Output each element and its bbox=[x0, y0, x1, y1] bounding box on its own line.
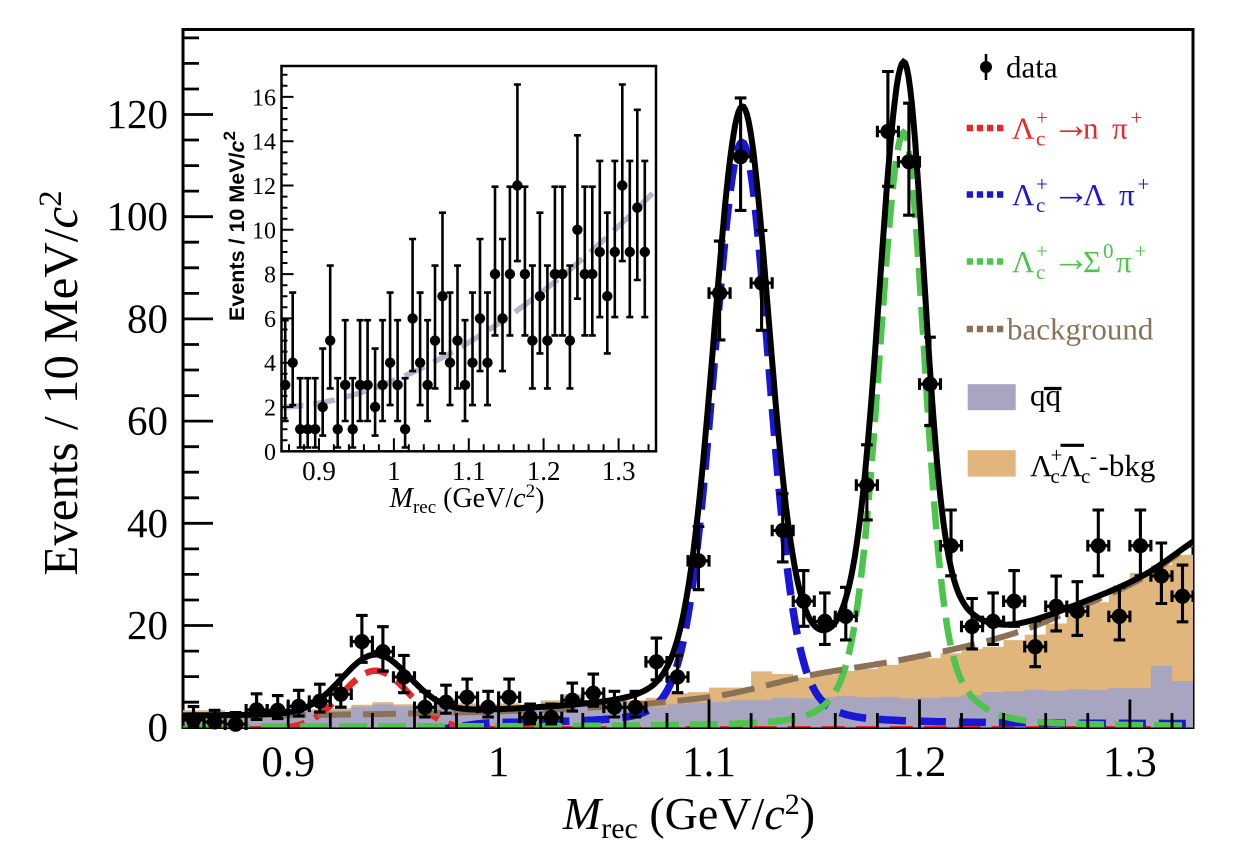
svg-text:0: 0 bbox=[264, 440, 276, 466]
svg-text:16: 16 bbox=[252, 85, 276, 111]
svg-text:Σ: Σ bbox=[1083, 244, 1101, 279]
svg-text:0.9: 0.9 bbox=[261, 739, 315, 786]
svg-text:→: → bbox=[1052, 105, 1090, 147]
svg-text:6: 6 bbox=[264, 307, 276, 333]
svg-text:Λ: Λ bbox=[1012, 244, 1035, 279]
svg-text:+: + bbox=[1051, 443, 1063, 467]
svg-text:+: + bbox=[1131, 106, 1143, 130]
svg-text:1.1: 1.1 bbox=[682, 739, 736, 786]
svg-text:c: c bbox=[1081, 464, 1090, 488]
svg-text:Mrec (GeV/c2): Mrec (GeV/c2) bbox=[562, 788, 815, 845]
svg-text:1.1: 1.1 bbox=[452, 456, 486, 486]
svg-text:100: 100 bbox=[107, 193, 169, 239]
svg-text:1.3: 1.3 bbox=[602, 456, 636, 486]
svg-text:c: c bbox=[1036, 193, 1045, 217]
svg-text:40: 40 bbox=[127, 500, 168, 546]
svg-text:0: 0 bbox=[148, 704, 169, 750]
svg-text:1.3: 1.3 bbox=[1103, 739, 1157, 786]
svg-text:→: → bbox=[1052, 171, 1090, 213]
svg-text:+: + bbox=[1036, 106, 1048, 130]
svg-text:4: 4 bbox=[264, 351, 276, 377]
svg-text:Λ: Λ bbox=[1060, 448, 1083, 483]
svg-text:Λ: Λ bbox=[1083, 177, 1106, 212]
svg-text:Λ: Λ bbox=[1012, 111, 1035, 146]
svg-text:120: 120 bbox=[107, 91, 169, 137]
svg-text:π: π bbox=[1116, 244, 1132, 279]
svg-text:c: c bbox=[1036, 260, 1045, 284]
svg-text:c: c bbox=[1051, 464, 1060, 488]
svg-text:+: + bbox=[1036, 172, 1048, 196]
svg-text:Mrec (GeV/c2): Mrec (GeV/c2) bbox=[389, 481, 545, 518]
svg-text:60: 60 bbox=[127, 398, 168, 444]
svg-text:Λ: Λ bbox=[1030, 448, 1053, 483]
svg-text:→: → bbox=[1052, 238, 1090, 280]
svg-text:+: + bbox=[1036, 239, 1048, 263]
svg-text:Events / 10 MeV/c2: Events / 10 MeV/c2 bbox=[33, 190, 88, 575]
svg-text:-: - bbox=[1090, 444, 1097, 468]
svg-text:-bkg: -bkg bbox=[1099, 448, 1156, 483]
svg-text:π: π bbox=[1119, 177, 1135, 212]
svg-text:1: 1 bbox=[387, 456, 401, 486]
svg-text:qq: qq bbox=[1030, 378, 1061, 413]
svg-text:8: 8 bbox=[264, 263, 276, 289]
svg-text:+: + bbox=[1138, 172, 1150, 196]
svg-text:2: 2 bbox=[264, 396, 276, 422]
svg-text:1.2: 1.2 bbox=[893, 739, 947, 786]
svg-text:1: 1 bbox=[488, 739, 510, 786]
svg-text:π: π bbox=[1112, 111, 1128, 146]
svg-text:20: 20 bbox=[127, 602, 168, 648]
svg-text:80: 80 bbox=[127, 295, 168, 341]
svg-text:data: data bbox=[1006, 50, 1058, 85]
svg-text:Events / 10 MeV/c2: Events / 10 MeV/c2 bbox=[220, 131, 249, 321]
svg-text:0: 0 bbox=[1103, 239, 1114, 263]
svg-text:+: + bbox=[1135, 239, 1147, 263]
svg-text:Λ: Λ bbox=[1012, 177, 1035, 212]
svg-text:background: background bbox=[1007, 312, 1154, 347]
svg-text:10: 10 bbox=[252, 218, 276, 244]
svg-text:n: n bbox=[1083, 111, 1099, 146]
svg-text:14: 14 bbox=[252, 130, 276, 156]
svg-text:c: c bbox=[1036, 127, 1045, 151]
svg-text:0.9: 0.9 bbox=[302, 456, 336, 486]
svg-text:1.2: 1.2 bbox=[527, 456, 561, 486]
svg-text:12: 12 bbox=[252, 174, 276, 200]
